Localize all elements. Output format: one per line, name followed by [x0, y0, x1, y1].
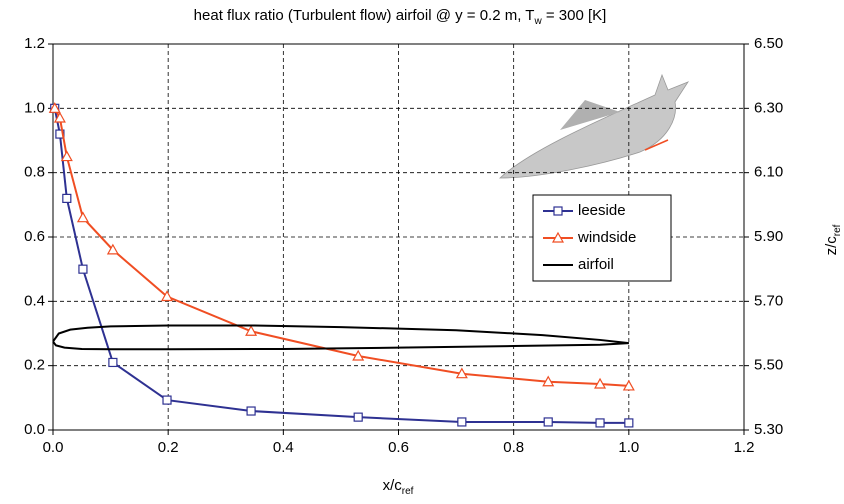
legend-label: airfoil [578, 256, 614, 273]
marker [63, 194, 71, 202]
legend: leeside windside airfoil [533, 195, 671, 281]
y2-tick-label: 5.90 [754, 228, 783, 245]
y2-tick-label: 6.30 [754, 99, 783, 116]
x-tick-label: 0.6 [388, 439, 409, 456]
series-line [53, 325, 629, 349]
y-tick-label: 1.2 [24, 35, 45, 52]
chart: heat flux ratio (Turbulent flow) airfoil… [0, 0, 844, 504]
title-suffix: = 300 [K] [542, 7, 607, 24]
y-tick-label: 1.0 [24, 99, 45, 116]
y-tick-label: 0.4 [24, 292, 45, 309]
marker [625, 419, 633, 427]
marker [79, 265, 87, 273]
marker [247, 407, 255, 415]
marker [544, 418, 552, 426]
marker [62, 152, 72, 161]
x-tick-label: 0.0 [43, 439, 64, 456]
y2-tick-label: 5.50 [754, 357, 783, 374]
marker [596, 419, 604, 427]
legend-marker [554, 207, 562, 215]
y2-tick-label: 5.70 [754, 292, 783, 309]
x-tick-label: 1.0 [618, 439, 639, 456]
x-axis-label: x/cref [383, 477, 414, 497]
y-tick-label: 0.8 [24, 164, 45, 181]
x-label-text: x/c [383, 477, 403, 494]
marker [354, 413, 362, 421]
page: {"chart_data": {"type": "line", "title":… [0, 0, 844, 504]
title-text: heat flux ratio (Turbulent flow) airfoil… [194, 7, 535, 24]
y2-axis-label: z/cref [823, 224, 843, 255]
chart-title: heat flux ratio (Turbulent flow) airfoil… [194, 7, 607, 27]
y2-tick-label: 6.10 [754, 164, 783, 181]
x-tick-label: 1.2 [734, 439, 755, 456]
marker [458, 418, 466, 426]
y-tick-label: 0.2 [24, 357, 45, 374]
legend-label: leeside [578, 202, 626, 219]
x-tick-label: 0.4 [273, 439, 294, 456]
spaceplane-illustration [500, 75, 688, 178]
marker [78, 213, 88, 222]
marker [109, 358, 117, 366]
y2-label-text: z/c [823, 236, 840, 256]
legend-label: windside [577, 229, 636, 246]
y-tick-label: 0.0 [24, 421, 45, 438]
y-tick-label: 0.6 [24, 228, 45, 245]
marker [163, 396, 171, 404]
x-tick-label: 0.8 [503, 439, 524, 456]
x-tick-label: 0.2 [158, 439, 179, 456]
spaceplane-body [500, 75, 688, 178]
y2-tick-label: 5.30 [754, 421, 783, 438]
y2-tick-label: 6.50 [754, 35, 783, 52]
y2-label-subscript: ref [832, 224, 843, 236]
x-label-subscript: ref [402, 486, 414, 497]
